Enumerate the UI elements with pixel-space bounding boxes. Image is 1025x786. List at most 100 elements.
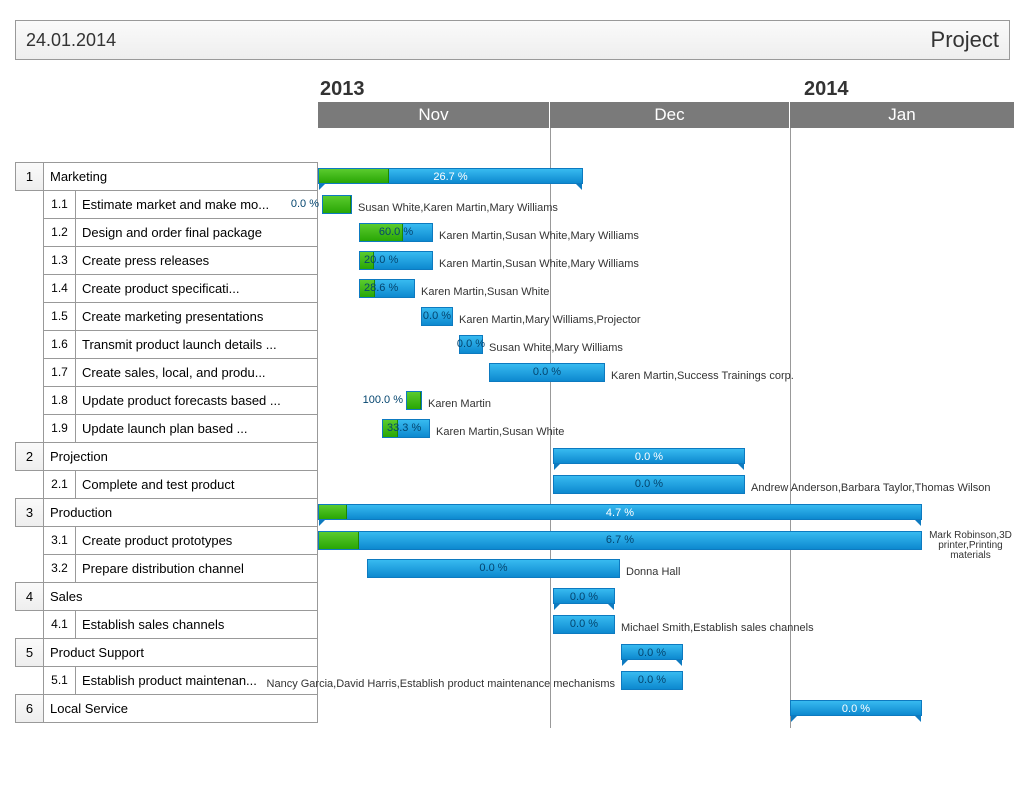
year-label: 2013 — [318, 78, 365, 101]
gantt-row: 0.0 %Michael Smith,Establish sales chann… — [318, 611, 1015, 640]
task-number: 5.1 — [44, 667, 76, 694]
progress-percent: 33.3 % — [387, 422, 421, 434]
progress-percent: 100.0 % — [363, 394, 403, 406]
gantt-row: 4.7 % — [318, 499, 1015, 528]
task-bar[interactable]: 0.0 %Nancy Garcia,David Harris,Establish… — [621, 671, 683, 690]
progress-percent: 0.0 % — [638, 647, 666, 659]
task-number: 4.1 — [44, 611, 76, 638]
task-bar[interactable]: 0.0 %Karen Martin,Mary Williams,Projecto… — [421, 307, 453, 326]
task-bar[interactable]: 0.0 %Susan White,Mary Williams — [459, 335, 483, 354]
task-row-child: 3.2Prepare distribution channel — [43, 554, 318, 583]
task-label: Design and order final package — [76, 219, 317, 246]
task-bar[interactable]: 28.6 %Karen Martin,Susan White — [359, 279, 415, 298]
summary-tab-left — [554, 463, 561, 470]
task-bar[interactable]: 6.7 %Mark Robinson,3D printer,Printing m… — [318, 531, 922, 550]
year-label: 2014 — [802, 78, 849, 101]
task-list-column: 1Marketing1.1Estimate market and make mo… — [15, 78, 318, 723]
gantt-chart-column: 20132014 NovDecJan 26.7 %0.0 %Susan Whit… — [318, 78, 1015, 723]
gantt-row: 0.0 % — [318, 583, 1015, 612]
task-label: Create product prototypes — [76, 527, 317, 554]
summary-bar[interactable]: 0.0 % — [553, 448, 745, 464]
gantt-row: 0.0 % Karen Martin,Mary Williams,Projecto… — [318, 303, 1015, 332]
summary-bar[interactable]: 0.0 % — [790, 700, 922, 716]
task-label: Create sales, local, and produ... — [76, 359, 317, 386]
header-title: Project — [931, 27, 999, 53]
resource-label: Karen Martin,Mary Williams,Projector — [459, 314, 641, 326]
task-bar[interactable]: 60.0 %Karen Martin,Susan White,Mary Will… — [359, 223, 433, 242]
progress-percent: 0.0 % — [457, 338, 485, 350]
task-number: 1.7 — [44, 359, 76, 386]
progress-fill — [407, 392, 421, 409]
task-number: 3.1 — [44, 527, 76, 554]
summary-tab-left — [622, 659, 629, 666]
gantt-row: 60.0 %Karen Martin,Susan White,Mary Will… — [318, 219, 1015, 248]
progress-percent: 0.0 % — [635, 478, 663, 490]
task-label: Create press releases — [76, 247, 317, 274]
task-label: Transmit product launch details ... — [76, 331, 317, 358]
progress-percent: 26.7 % — [433, 171, 467, 183]
resource-label: Karen Martin,Susan White — [421, 286, 549, 298]
task-number: 6 — [16, 695, 44, 722]
task-number: 3.2 — [44, 555, 76, 582]
summary-bar[interactable]: 0.0 % — [553, 588, 615, 604]
task-bar[interactable]: 33.3 %Karen Martin,Susan White — [382, 419, 430, 438]
resource-label: Karen Martin,Susan White,Mary Williams — [439, 258, 639, 270]
summary-tab-left — [791, 715, 798, 722]
page-header: 24.01.2014 Project — [15, 20, 1010, 60]
task-bar[interactable]: 20.0 %Karen Martin,Susan White,Mary Will… — [359, 251, 433, 270]
task-bar[interactable]: 0.0 %Andrew Anderson,Barbara Taylor,Thom… — [553, 475, 745, 494]
progress-percent: 0.0 % — [533, 366, 561, 378]
summary-tab-right — [575, 183, 582, 190]
progress-percent: 0.0 % — [638, 674, 666, 686]
task-number: 1.6 — [44, 331, 76, 358]
task-number: 1.5 — [44, 303, 76, 330]
task-number: 1.2 — [44, 219, 76, 246]
summary-tab-left — [319, 183, 326, 190]
task-row-child: 1.8Update product forecasts based ... — [43, 386, 318, 415]
task-row-parent: 2Projection — [15, 442, 318, 471]
summary-bar[interactable]: 0.0 % — [621, 644, 683, 660]
progress-percent: 0.0 % — [479, 562, 507, 574]
task-label: Create product specificati... — [76, 275, 317, 302]
task-bar[interactable]: 0.0 %Michael Smith,Establish sales chann… — [553, 615, 615, 634]
gantt-row: 0.0 % — [318, 695, 1015, 724]
task-label: Production — [44, 499, 317, 526]
task-label: Complete and test product — [76, 471, 317, 498]
task-row-parent: 1Marketing — [15, 162, 318, 191]
task-bar[interactable]: 0.0 %Karen Martin,Success Trainings corp… — [489, 363, 605, 382]
task-bar[interactable]: 0.0 %Donna Hall — [367, 559, 620, 578]
gantt-row: 26.7 % — [318, 163, 1015, 192]
task-bar[interactable]: 100.0 %Karen Martin — [406, 391, 422, 410]
month-label: Jan — [790, 102, 1015, 128]
task-bar[interactable]: 0.0 %Susan White,Karen Martin,Mary Willi… — [322, 195, 352, 214]
summary-tab-left — [554, 603, 561, 610]
task-number: 4 — [16, 583, 44, 610]
task-number: 1.8 — [44, 387, 76, 414]
resource-label: Karen Martin,Susan White — [436, 426, 564, 438]
summary-tab-right — [607, 603, 614, 610]
progress-percent: 6.7 % — [606, 534, 634, 546]
progress-fill — [319, 505, 347, 519]
gantt-row: 28.6 % Karen Martin,Susan White — [318, 275, 1015, 304]
task-number: 1 — [16, 163, 44, 190]
progress-percent: 0.0 % — [423, 310, 451, 322]
task-label: Update product forecasts based ... — [76, 387, 317, 414]
task-number: 3 — [16, 499, 44, 526]
progress-percent: 0.0 % — [570, 591, 598, 603]
resource-label: Karen Martin — [428, 398, 491, 410]
gantt-row: 6.7 %Mark Robinson,3D printer,Printing m… — [318, 527, 1015, 556]
task-row-child: 1.1Estimate market and make mo... — [43, 190, 318, 219]
task-number: 1.4 — [44, 275, 76, 302]
task-label: Establish sales channels — [76, 611, 317, 638]
resource-label: Nancy Garcia,David Harris,Establish prod… — [267, 678, 615, 690]
gantt-row: 0.0 %Donna Hall — [318, 555, 1015, 584]
progress-fill — [319, 532, 359, 549]
summary-tab-right — [914, 519, 921, 526]
summary-bar[interactable]: 26.7 % — [318, 168, 583, 184]
task-number: 2 — [16, 443, 44, 470]
task-row-child: 1.5Create marketing presentations — [43, 302, 318, 331]
progress-percent: 0.0 % — [291, 198, 319, 210]
progress-percent: 28.6 % — [364, 282, 398, 294]
summary-bar[interactable]: 4.7 % — [318, 504, 922, 520]
task-row-parent: 3Production — [15, 498, 318, 527]
